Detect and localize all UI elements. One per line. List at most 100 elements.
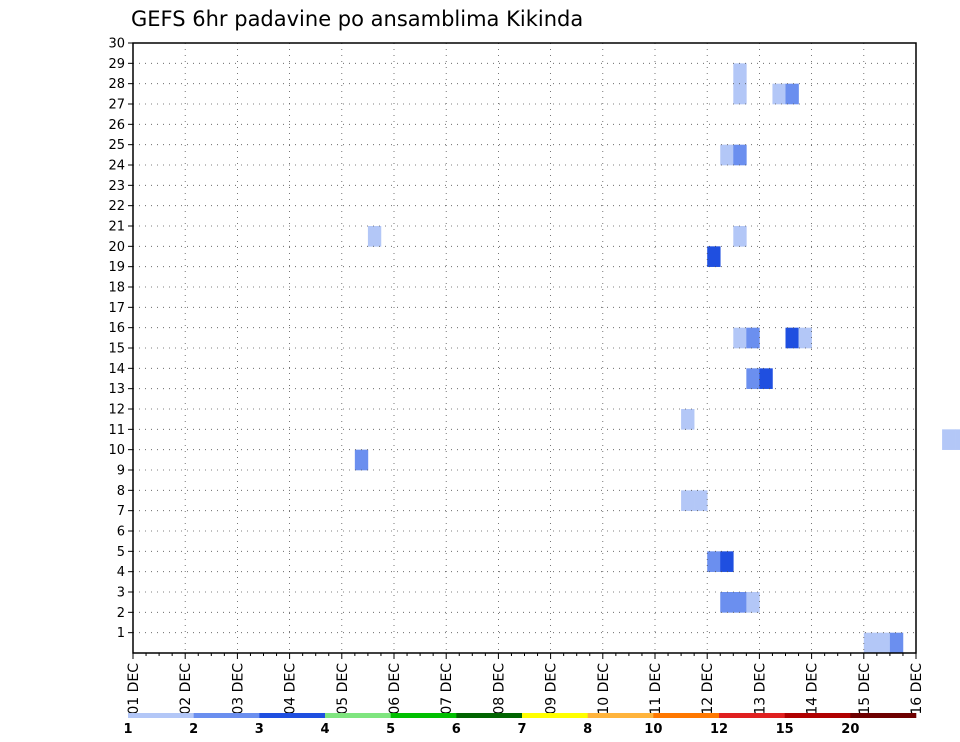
y-tick-label: 6 bbox=[117, 525, 125, 540]
colorbar-segment bbox=[850, 713, 917, 718]
y-tick-label: 29 bbox=[108, 57, 125, 72]
heatmap-cell bbox=[733, 327, 747, 349]
colorbar-label: 3 bbox=[255, 722, 264, 737]
x-tick-label: 04 DEC bbox=[283, 663, 299, 715]
colorbar-segment bbox=[259, 713, 326, 718]
x-tick-label: 02 DEC bbox=[178, 663, 194, 715]
x-tick-label: 13 DEC bbox=[752, 663, 768, 715]
y-tick-label: 3 bbox=[117, 586, 125, 601]
y-tick-label: 14 bbox=[108, 362, 125, 377]
x-tick-label: 01 DEC bbox=[126, 663, 142, 715]
colorbar-label: 4 bbox=[320, 722, 329, 737]
colorbar-segment bbox=[193, 713, 260, 718]
colorbar-segment bbox=[522, 713, 588, 718]
heatmap-cell bbox=[720, 592, 734, 613]
y-tick-label: 15 bbox=[108, 342, 125, 357]
y-tick-label: 17 bbox=[108, 301, 125, 316]
heatmap-cell bbox=[759, 368, 773, 389]
colorbar-label: 5 bbox=[386, 722, 395, 737]
y-tick-label: 19 bbox=[108, 260, 125, 275]
heatmap-cell bbox=[772, 83, 786, 105]
colorbar-segment bbox=[587, 713, 654, 718]
y-tick-label: 11 bbox=[108, 423, 125, 438]
y-tick-label: 5 bbox=[117, 545, 125, 560]
heatmap-cell bbox=[354, 449, 369, 471]
y-tick-label: 26 bbox=[108, 118, 125, 133]
y-tick-label: 4 bbox=[117, 565, 125, 580]
y-tick-label: 20 bbox=[108, 240, 125, 255]
x-tick-label: 14 DEC bbox=[805, 663, 821, 715]
heatmap-cell bbox=[889, 632, 904, 654]
x-tick-label: 03 DEC bbox=[230, 663, 246, 715]
x-tick-label: 10 DEC bbox=[596, 663, 612, 715]
y-tick-label: 22 bbox=[108, 199, 125, 214]
colorbar-label: 6 bbox=[452, 722, 461, 737]
heatmap-cell bbox=[798, 327, 812, 349]
heatmap-cell bbox=[681, 409, 695, 430]
y-tick-label: 25 bbox=[108, 138, 125, 153]
x-tick-label: 09 DEC bbox=[544, 663, 560, 715]
heatmap-cell bbox=[694, 490, 708, 511]
heatmap-cell bbox=[785, 83, 799, 105]
colorbar-label: 1 bbox=[123, 722, 132, 737]
colorbar-label: 12 bbox=[710, 722, 728, 737]
x-tick-label: 11 DEC bbox=[648, 663, 664, 715]
heatmap-cell bbox=[733, 226, 747, 247]
colorbar-label: 7 bbox=[517, 722, 526, 737]
heatmap-cell bbox=[367, 226, 382, 247]
y-tick-label: 12 bbox=[108, 403, 125, 418]
x-tick-label: 15 DEC bbox=[857, 663, 873, 715]
y-tick-label: 2 bbox=[117, 606, 125, 621]
y-tick-label: 27 bbox=[108, 98, 125, 113]
heatmap-cell bbox=[720, 551, 734, 572]
x-tick-label: 05 DEC bbox=[335, 663, 351, 715]
y-tick-label: 8 bbox=[117, 484, 125, 499]
heatmap-cell bbox=[746, 368, 760, 389]
heatmap-cell bbox=[876, 632, 891, 654]
x-tick-label: 12 DEC bbox=[700, 663, 716, 715]
colorbar-segment bbox=[456, 713, 523, 718]
heatmap-cells bbox=[354, 63, 960, 654]
y-tick-label: 9 bbox=[117, 464, 125, 479]
heatmap-cell bbox=[746, 327, 760, 349]
heatmap-cell bbox=[733, 83, 747, 105]
heatmap-cell bbox=[720, 144, 734, 166]
colorbar-segment bbox=[390, 713, 457, 718]
x-tick-label: 16 DEC bbox=[909, 663, 925, 715]
colorbar-segment bbox=[784, 713, 851, 718]
x-tick-label: 07 DEC bbox=[439, 663, 455, 715]
y-axis: 1234567891011121314151617181920212223242… bbox=[108, 37, 133, 641]
colorbar: 1 2 3 4 5 6 7 8 10 12 15 20 bbox=[123, 713, 917, 737]
y-tick-label: 10 bbox=[108, 443, 125, 458]
heatmap-cell bbox=[733, 592, 747, 613]
colorbar-label: 15 bbox=[776, 722, 794, 737]
heatmap-cell bbox=[681, 490, 695, 511]
heatmap-cell bbox=[863, 632, 878, 654]
heatmap-cell bbox=[955, 429, 960, 450]
y-tick-label: 30 bbox=[108, 37, 125, 52]
colorbar-segment bbox=[653, 713, 720, 718]
colorbar-label: 2 bbox=[189, 722, 198, 737]
heatmap-cell bbox=[707, 551, 721, 572]
y-tick-label: 24 bbox=[108, 159, 125, 174]
x-tick-label: 08 DEC bbox=[491, 663, 507, 715]
y-tick-label: 23 bbox=[108, 179, 125, 194]
colorbar-segment bbox=[128, 713, 194, 718]
chart-title: GEFS 6hr padavine po ansamblima Kikinda bbox=[131, 7, 583, 31]
colorbar-label: 20 bbox=[841, 722, 859, 737]
colorbar-label: 10 bbox=[644, 722, 662, 737]
heatmap-cell bbox=[733, 63, 747, 84]
y-tick-label: 16 bbox=[108, 321, 125, 336]
y-tick-label: 28 bbox=[108, 77, 125, 92]
heatmap-cell bbox=[746, 592, 760, 613]
x-tick-label: 06 DEC bbox=[387, 663, 403, 715]
y-tick-label: 21 bbox=[108, 220, 125, 235]
y-tick-label: 7 bbox=[117, 504, 125, 519]
x-axis: 01 DEC 02 DEC 03 DEC 04 DEC 05 DEC 06 DEC 07 D… bbox=[126, 653, 925, 715]
y-tick-label: 18 bbox=[108, 281, 125, 296]
colorbar-segment bbox=[719, 713, 785, 718]
heatmap-cell bbox=[942, 429, 956, 450]
y-tick-label: 1 bbox=[117, 626, 125, 641]
colorbar-segment bbox=[325, 713, 391, 718]
